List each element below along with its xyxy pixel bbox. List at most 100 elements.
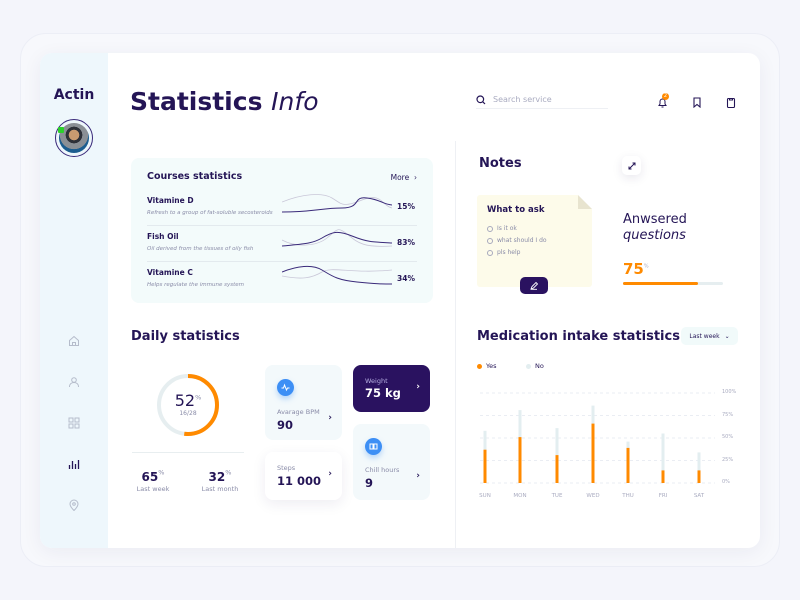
daily-progress-ring [157,374,219,436]
divider [132,452,244,453]
nav-location[interactable] [64,495,84,515]
last-week-stat: 65% Last week [136,468,170,493]
daily-statistics-title: Daily statistics [131,329,240,344]
y-tick-label: 75% [722,411,734,418]
search-icon [476,94,486,104]
chart-title: Medication intake statistics [477,329,680,344]
row-divider [147,261,417,262]
bookmark-button[interactable] [690,95,704,109]
course-name: Fish Oil [147,232,179,241]
course-name: Vitamine C [147,268,193,277]
location-pin-icon [69,499,79,511]
sticky-note: What to ask Is it ok what should I do pl… [477,195,592,287]
chill-label: Chill hours [365,466,400,474]
course-percent: 15% [397,202,415,211]
bar-yes-tue [555,455,559,483]
progress-arc [157,374,219,436]
medication-chart [480,392,715,484]
home-icon [69,335,79,346]
course-sparkline [282,265,392,285]
y-tick-label: 0% [722,479,730,485]
expand-button[interactable] [622,156,641,175]
answered-progress-bar [623,282,723,285]
daily-progress-fraction: 16/28 [179,410,197,417]
dashboard-card: Actin Statistics Info Search service 2 C… [40,53,760,548]
x-tick-label: MON [513,493,527,499]
chevron-down-icon: ⌄ [724,332,730,340]
bpm-card[interactable]: Avarage BPM 90 › [265,365,342,440]
grid-icon [68,417,80,429]
answered-progress-fill [623,282,698,285]
chill-hours-card[interactable]: Chill hours 9 › [353,424,430,500]
bar-yes-wed [591,423,595,483]
x-tick-label: TUE [551,493,563,499]
chevron-right-icon: › [416,382,420,392]
steps-value: 11 000 [277,474,322,488]
search-placeholder: Search service [493,95,552,104]
nav-user[interactable] [64,372,84,392]
legend-yes: Yes [477,362,497,370]
answered-questions-label: Anwsered questions [623,212,687,243]
course-sparkline [282,229,392,247]
bar-yes-thu [626,447,630,483]
book-icon [365,438,382,455]
notes-title: Notes [479,156,522,171]
steps-label: Steps [277,464,296,472]
pencil-icon [530,281,538,290]
nav-statistics[interactable] [64,454,84,474]
bar-yes-mon [518,437,522,483]
sidebar: Actin [40,53,108,548]
weight-label: Weight [365,377,388,385]
note-title: What to ask [487,205,545,215]
page-title: Statistics Info [130,87,319,116]
online-indicator [58,127,64,133]
course-row[interactable]: Vitamine C Helps regulate the immune sys… [147,265,417,304]
bar-chart-icon [68,460,80,469]
nav-home[interactable] [64,331,84,351]
bar-yes-sat [697,470,701,483]
notification-badge: 2 [662,93,669,100]
y-tick-label: 50% [722,434,734,440]
x-tick-label: SAT [693,493,705,499]
expand-icon [628,162,635,169]
avatar[interactable] [55,119,93,157]
note-checkbox[interactable]: Is it ok [487,225,517,232]
chill-value: 9 [365,476,374,490]
daily-progress-value: 52% [174,391,202,410]
answered-value: 75% [623,260,649,278]
steps-card[interactable]: Steps 11 000 › [265,452,342,500]
chevron-right-icon: › [328,469,332,479]
note-fold [578,195,592,209]
course-description: Refresh to a group of fat-soluble secost… [147,210,273,216]
x-tick-label: THU [622,493,634,499]
course-name: Vitamine D [147,196,194,205]
note-checkbox[interactable]: pls help [487,249,520,256]
period-dropdown[interactable]: Last week ⌄ [681,327,738,345]
course-row[interactable]: Vitamine D Refresh to a group of fat-sol… [147,194,417,232]
x-tick-label: FRI [658,493,668,499]
course-description: Oil derived from the tissues of oily fis… [147,246,254,252]
chevron-right-icon: › [416,471,420,481]
weight-card[interactable]: Weight 75 kg › [353,365,430,412]
weight-value: 75 kg [365,386,401,400]
bar-yes-fri [661,470,665,483]
y-tick-label: 100% [722,389,737,395]
y-tick-label: 25% [722,456,734,463]
courses-statistics-panel: Courses statistics More › Vitamine D Ref… [131,158,433,303]
edit-note-button[interactable] [520,277,548,294]
bpm-value: 90 [277,418,294,432]
more-link[interactable]: More › [390,173,417,182]
bar-no-fri [661,433,665,483]
nav-grid[interactable] [64,413,84,433]
note-checkbox[interactable]: what should I do [487,237,547,244]
bpm-label: Avarage BPM [277,408,320,416]
search-input[interactable]: Search service [476,91,608,109]
brand-logo: Actin [53,87,95,103]
course-percent: 83% [397,238,415,247]
courses-title: Courses statistics [147,171,243,182]
column-divider [455,141,456,548]
clipboard-button[interactable] [724,95,738,109]
clipboard-icon [726,97,736,108]
course-row[interactable]: Fish Oil Oil derived from the tissues of… [147,229,417,268]
last-month-stat: 32% Last month [201,468,239,493]
